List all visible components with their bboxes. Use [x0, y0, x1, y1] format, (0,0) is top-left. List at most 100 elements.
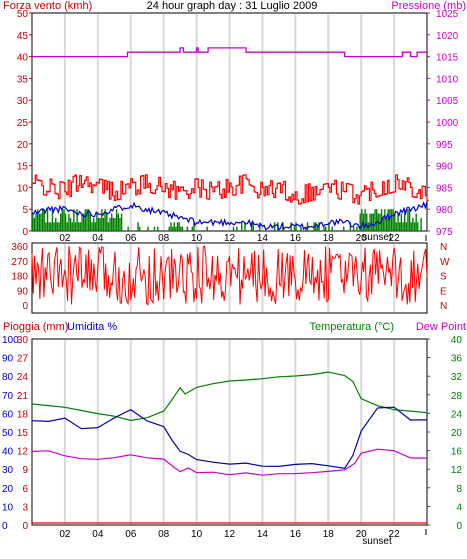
wind-bar	[176, 222, 179, 231]
bottom-x-tick-label: 04	[92, 529, 104, 540]
direction-degree-label: 0	[22, 301, 28, 312]
wind-bar	[232, 226, 235, 231]
wind-bar	[382, 217, 384, 231]
wind-bar	[120, 213, 123, 231]
top-x-tick-label: 02	[59, 233, 71, 244]
wind-bar	[92, 217, 95, 231]
wind-bar	[316, 226, 319, 231]
temperature-line	[31, 371, 428, 422]
wind-bar	[410, 222, 412, 231]
pressure-tick-label: 1005	[436, 96, 459, 107]
wind-bar	[420, 217, 422, 231]
wind-bar	[114, 217, 116, 231]
bottom-x-tick-label: 06	[125, 529, 137, 540]
temperature-tick-label: 32	[451, 372, 463, 383]
wind-gust-line	[32, 174, 429, 205]
pressure-axis-ticks: 975 980 985 990 995 1000 1005 1010 1015 1020 1025	[427, 9, 459, 238]
rain-tick-label: 30	[17, 335, 29, 346]
wind-bar	[244, 222, 246, 231]
wind-bar	[412, 217, 414, 231]
humidity-tick-label: 30	[2, 465, 14, 476]
wind-bar	[389, 209, 391, 231]
temp-humidity-panel: Pioggia (mm) Umidita % Temperatura (°C) …	[2, 321, 466, 547]
wind-bar	[241, 222, 243, 231]
rain-humidity-ticks: 0 10 20 30 40 50 60 70 80 90 100 0 3 6 9 12 15 18 21 24 27 30	[2, 335, 28, 532]
wind-bar	[68, 213, 70, 231]
rain-tick-label: 21	[17, 391, 29, 402]
wind-bar	[306, 222, 309, 231]
top-x-tick-label: 08	[158, 233, 170, 244]
wind-bar	[364, 209, 366, 231]
top-x-tick-label: 18	[323, 233, 335, 244]
wind-bar	[361, 209, 363, 231]
rain-tick-label: 12	[17, 447, 29, 458]
wind-bar	[84, 209, 87, 231]
humidity-tick-label: 40	[2, 447, 14, 458]
humidity-axis-label: Umidita %	[67, 321, 117, 333]
wind-bar	[305, 226, 307, 231]
wind-pressure-series	[31, 47, 429, 231]
top-x-tick-label: 20	[356, 233, 368, 244]
wind-bar	[53, 222, 55, 231]
wind-bar	[94, 222, 96, 231]
wind-bar	[168, 226, 171, 231]
direction-compass-label: S	[440, 272, 447, 283]
wind-bar	[81, 213, 83, 231]
wind-bar	[79, 222, 82, 231]
wind-bar	[43, 209, 45, 231]
humidity-tick-label: 10	[2, 502, 14, 513]
wind-tick-label: 40	[17, 53, 29, 64]
wind-tick-label: 35	[17, 74, 29, 85]
wind-tick-label: 50	[17, 9, 29, 20]
rain-tick-label: 6	[22, 484, 28, 495]
wind-bar	[104, 209, 106, 231]
wind-bar	[59, 213, 62, 231]
wind-bar	[328, 222, 330, 231]
rain-tick-label: 27	[17, 354, 29, 365]
wind-bar	[109, 217, 111, 231]
wind-bar	[35, 213, 37, 231]
wind-bar	[46, 209, 49, 231]
wind-bar	[89, 213, 92, 231]
wind-bar	[153, 226, 156, 231]
temp-humidity-series	[31, 371, 428, 524]
humidity-tick-label: 80	[2, 372, 14, 383]
humidity-tick-label: 20	[2, 484, 14, 495]
wind-bar	[71, 222, 73, 231]
wind-bar	[384, 209, 386, 231]
wind-bar	[55, 217, 57, 231]
wind-bar	[407, 209, 409, 231]
wind-bar	[41, 209, 44, 231]
bottom-x-tick-label: 18	[323, 529, 335, 540]
wind-bar	[112, 217, 115, 231]
wind-bar	[107, 222, 110, 231]
wind-bar	[38, 213, 40, 231]
wind-bar	[175, 226, 177, 231]
wind-bar	[362, 213, 365, 231]
pressure-tick-label: 995	[436, 140, 453, 151]
humidity-tick-label: 100	[2, 335, 19, 346]
wind-bar	[61, 209, 64, 231]
wind-tick-label: 20	[17, 140, 29, 151]
wind-tick-label: 10	[17, 183, 29, 194]
wind-bar	[385, 217, 388, 231]
direction-compass-label: E	[440, 286, 447, 297]
wind-bar	[96, 213, 98, 231]
wind-bar	[191, 226, 194, 231]
pressure-tick-label: 1010	[436, 74, 459, 85]
wind-direction-series	[31, 245, 428, 307]
wind-bar	[331, 226, 333, 231]
wind-bar	[324, 226, 327, 231]
temperature-tick-label: 24	[451, 409, 463, 420]
wind-bar	[83, 213, 85, 231]
wind-bar	[293, 226, 296, 231]
wind-bar	[186, 226, 189, 231]
wind-bar	[392, 209, 394, 231]
wind-bar	[119, 217, 121, 231]
pressure-tick-label: 1025	[436, 9, 459, 20]
wind-bar	[349, 222, 352, 231]
wind-bar	[86, 209, 88, 231]
top-x-tick-label: 16	[290, 233, 302, 244]
left-axis-label: Forza vento (kmh)	[3, 0, 92, 12]
